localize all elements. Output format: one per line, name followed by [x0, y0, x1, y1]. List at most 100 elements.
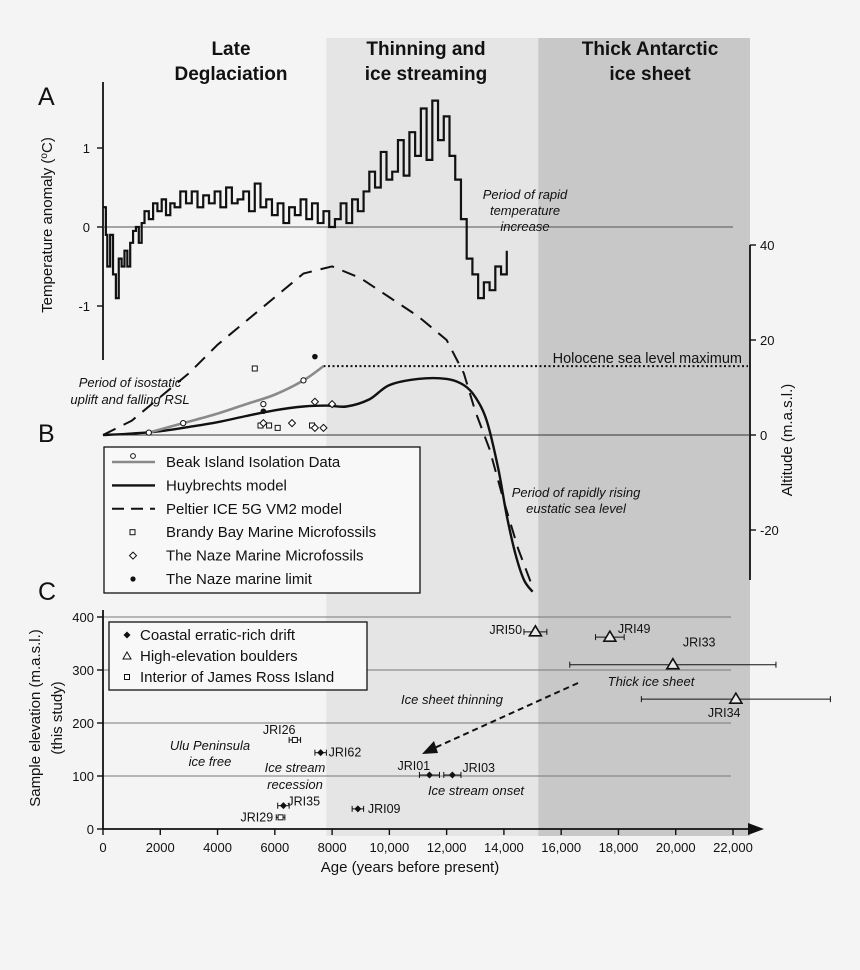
ice-stream-recession-annotation-line: Ice stream [265, 760, 326, 775]
panel-label-b: B [38, 420, 55, 448]
thick-ice-zone-background [538, 38, 750, 836]
thinning-arrow-head-icon [422, 741, 438, 754]
brandy-bay-point [266, 422, 273, 429]
naze-microfossil-point [310, 423, 320, 433]
sample-point-high-elevation [527, 624, 543, 637]
ulu-peninsula-annotation-line: ice free [189, 754, 232, 769]
naze-microfossil-point [319, 423, 328, 433]
legend-b-label: Peltier ICE 5G VM2 model [166, 501, 342, 518]
huybrechts-model-line [102, 376, 534, 593]
legend-coastal-icon [123, 631, 131, 639]
rapid-temperature-annotation-line: Period of rapid [483, 187, 568, 202]
sample-label-jri35: JRI35 [287, 795, 320, 809]
naze-marine-limit-point [312, 353, 318, 360]
naze-microfossil-point [259, 418, 268, 428]
sample-point-coastal [354, 805, 362, 813]
sample-point-interior [291, 736, 298, 743]
eustatic-annotation-line: eustatic sea level [526, 501, 627, 516]
sample-point-high-elevation [602, 629, 618, 642]
naze-microfossil-point [327, 399, 337, 409]
holocene-maximum-label: Holocene sea level maximum [553, 351, 742, 367]
naze-marine-limit-point [260, 408, 267, 415]
legend-b-label: Brandy Bay Marine Microfossils [166, 524, 376, 541]
legend-c-label: Interior of James Ross Island [140, 669, 334, 686]
sample-label-jri01: JRI01 [397, 759, 430, 773]
isostatic-uplift-annotation: Period of isostatic uplift and falling RS… [70, 375, 189, 407]
header-thinning-line2: ice streaming [365, 64, 488, 85]
panel-c-ytick-label: 400 [72, 610, 94, 625]
panel-b-ytick-label: 20 [760, 333, 774, 348]
brandy-bay-point [274, 424, 281, 431]
thick-ice-sheet-annotation: Thick ice sheet [608, 674, 696, 689]
thinning-arrow-line [429, 682, 579, 751]
ice-sheet-thinning-annotation: Ice sheet thinning [401, 692, 504, 707]
panel-a-ytick-label: 1 [83, 141, 90, 156]
sample-label-jri50: JRI50 [489, 623, 522, 637]
legend-c-frame [108, 621, 368, 691]
sample-point-coastal [448, 771, 456, 779]
panel-c-xtick-label: 14,000 [484, 840, 524, 855]
legend-naze-diamond-icon [128, 551, 138, 560]
legend-c-label: High-elevation boulders [140, 648, 298, 665]
sample-label-jri09: JRI09 [368, 802, 401, 816]
panel-c-ytick-label: 0 [87, 822, 94, 837]
sample-label-jri03: JRI03 [462, 761, 495, 775]
legend-interior-icon [124, 674, 130, 680]
sample-point-high-elevation [665, 657, 681, 670]
naze-microfossil-point [287, 418, 297, 428]
beak-island-point [180, 420, 187, 427]
sample-point-interior [277, 814, 284, 821]
legend-high-elevation-icon [122, 650, 132, 660]
eustatic-annotation-line: Period of rapidly rising [512, 485, 641, 500]
naze-microfossil-point [310, 397, 320, 406]
beak-island-point [260, 401, 267, 408]
sample-label-jri29: JRI29 [241, 810, 274, 824]
sample-point-coastal [425, 771, 433, 779]
legend-panel-c: Coastal erratic-rich drift High-elevation… [108, 621, 368, 691]
legend-panel-b: Beak Island Isolation Data Huybrechts mod… [103, 446, 421, 594]
panel-a-ytick-label: -1 [78, 299, 90, 314]
legend-b-label: Beak Island Isolation Data [166, 454, 341, 471]
panel-c-xtick-label: 20,000 [656, 840, 696, 855]
panel-c-xtick-label: 12,000 [427, 840, 467, 855]
x-axis-arrow-icon [748, 823, 764, 835]
panel-c-ytick-label: 100 [72, 769, 94, 784]
panel-label-c: C [38, 578, 56, 606]
panel-b-y-label: Altitude (m.a.s.l.) [779, 384, 796, 497]
sample-label-jri33: JRI33 [683, 636, 716, 650]
panel-b-ytick-label: 0 [760, 428, 767, 443]
legend-brandy-icon [129, 529, 136, 536]
legend-b-label: The Naze marine limit [166, 571, 313, 588]
header-late-line2: Deglaciation [175, 64, 288, 85]
panel-c-ytick-label: 200 [72, 716, 94, 731]
panel-b: Altitude (m.a.s.l.) -20 0 20 40 Holocene se… [70, 238, 796, 593]
legend-b-frame [103, 446, 421, 594]
panel-b-ytick-label: 40 [760, 238, 774, 253]
header-late-line1: Late [211, 39, 250, 60]
panel-label-a: A [38, 83, 55, 111]
ulu-peninsula-annotation-line: Ulu Peninsula [170, 738, 250, 753]
ice-stream-recession-annotation-line: recession [267, 777, 323, 792]
panel-c-xtick-label: 10,000 [369, 840, 409, 855]
header-thick-line2: ice sheet [609, 64, 691, 85]
panel-b-ytick-label: -20 [760, 523, 779, 538]
panel-a-ytick-label: 0 [83, 220, 90, 235]
panel-c-xtick-label: 16,000 [541, 840, 581, 855]
sample-label-jri26: JRI26 [263, 723, 296, 737]
header-thinning-line1: Thinning and [366, 39, 485, 60]
sample-label-jri49: JRI49 [618, 622, 651, 636]
panel-c-xtick-label: 4000 [203, 840, 232, 855]
legend-b-label: Huybrechts model [166, 477, 287, 494]
legend-c-label: Coastal erratic-rich drift [140, 627, 296, 644]
sample-point-high-elevation [728, 691, 744, 704]
panel-c-y-label-line1: Sample elevation (m.a.s.l.) [27, 629, 44, 807]
rapid-temperature-annotation-line: increase [500, 219, 549, 234]
rapid-temperature-annotation-line: temperature [490, 203, 560, 218]
legend-b-label: The Naze Marine Microfossils [166, 548, 364, 565]
panel-c-xtick-label: 22,000 [713, 840, 753, 855]
thinning-zone-background [326, 38, 539, 836]
